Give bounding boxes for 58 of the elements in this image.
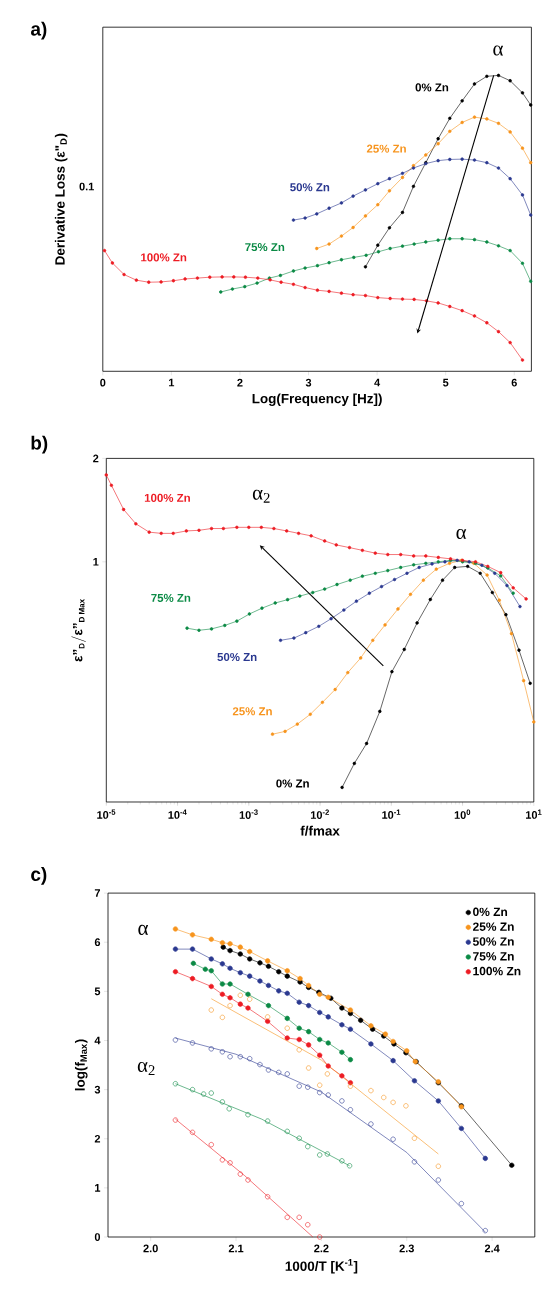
x-tick-label: 10$^{-3}$: [239, 809, 258, 819]
x-axis-title: f/fmax: [300, 825, 340, 836]
series-label: 0% Zn: [415, 83, 449, 92]
x-tick-label: 10$^{-4}$: [168, 809, 187, 819]
y-tick-label: 1: [95, 1184, 101, 1192]
annotation: α: [138, 924, 148, 935]
text: 0% Zn: [276, 779, 309, 788]
x-tick-label: 1: [169, 378, 175, 387]
chart-title: b): [31, 435, 48, 454]
x-tick-label: 2.0: [143, 1244, 158, 1253]
y-tick-label: 2: [94, 1134, 101, 1143]
series-label: 75% Zn: [245, 243, 285, 252]
y-axis-title: $\mbox{\bfseries ε"}_{\mbox{\bfseries\footnotesize D}}/\mbox{\bfseries ε"}_{\mbox{\bfseries\footnotesize D Max}}$: [71, 599, 86, 662]
legend-label: 25% Zn: [473, 922, 514, 931]
x-tick-label: 2: [237, 378, 243, 387]
x-tick-label: 6: [511, 378, 517, 387]
annotation: α$_{2}$: [252, 489, 270, 503]
text: 75% Zn: [151, 593, 191, 602]
x-tick-label: 10$^{-5}$: [97, 809, 116, 819]
x-tick-label: 10$^{1}$: [526, 809, 542, 819]
series-label: 50% Zn: [290, 183, 330, 192]
y-tick-label: 2: [93, 454, 99, 463]
legend-label: 75% Zn: [473, 952, 514, 961]
y-tick-label: 4: [94, 1036, 101, 1045]
series-label: 25% Zn: [232, 707, 272, 716]
y-tick-label: 6: [94, 938, 101, 947]
y-tick-label: 1: [93, 558, 99, 566]
series-label: 100% Zn: [141, 253, 187, 262]
x-tick-label: 3: [305, 378, 312, 387]
x-axis-title: Log(Frequency [Hz]): [252, 393, 382, 406]
x-tick-label: 10$^{-2}$: [310, 809, 329, 819]
y-axis-title: Derivative Loss (ε"$_{D}$): [54, 133, 68, 265]
x-tick-label: 2.3: [399, 1244, 414, 1253]
text: 0.1: [79, 182, 94, 191]
y-axis-title: log(f$_{Max}$): [74, 1039, 88, 1091]
annotation: α: [456, 528, 467, 540]
y-tick-label: 7: [94, 889, 101, 897]
x-tick-label: 2.1: [228, 1244, 244, 1253]
x-axis-title: 1000/T [K$^{-1}$]: [285, 1259, 358, 1274]
x-tick-label: 5: [442, 378, 449, 387]
legend-label: 0% Zn: [473, 907, 508, 917]
x-tick-label: 2.4: [484, 1244, 500, 1253]
x-tick-label: 2.2: [314, 1244, 329, 1253]
legend-label: 100% Zn: [473, 966, 521, 976]
x-tick-label: 10$^{0}$: [454, 809, 471, 819]
legend-label: 50% Zn: [472, 937, 514, 946]
chart-title: c): [31, 867, 47, 885]
y-tick-label: 3: [94, 1085, 101, 1094]
series-label: 25% Zn: [366, 144, 406, 153]
series-label: 100% Zn: [144, 493, 190, 502]
y-tick-label: 5: [94, 987, 101, 996]
chart-title: a): [31, 21, 47, 40]
text: α: [493, 45, 503, 56]
y-tick-label: 0: [94, 1233, 101, 1241]
x-tick-label: 10$^{-1}$: [382, 809, 401, 819]
annotation: α$_{2}$: [137, 1062, 155, 1075]
text: 50% Zn: [217, 652, 257, 662]
x-tick-label: 4: [374, 378, 381, 387]
